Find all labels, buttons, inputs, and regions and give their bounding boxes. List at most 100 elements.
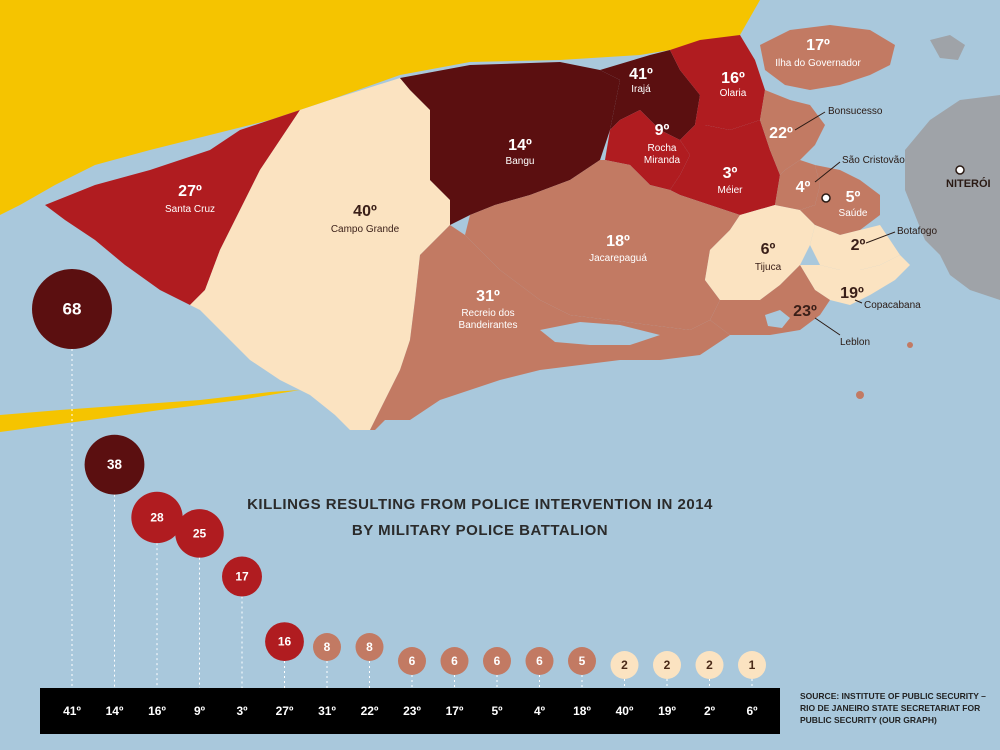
label-22-num: 22º (769, 125, 793, 142)
island-2 (856, 391, 864, 399)
axis-label-5: 27º (275, 704, 294, 718)
callout-copacabana: Copacabana (864, 300, 921, 311)
label-19-num: 19º (840, 285, 864, 302)
bubble-value-10: 6 (494, 654, 501, 668)
axis-label-7: 22º (360, 704, 379, 718)
label-41-num: 41º (629, 66, 653, 83)
bubble-value-9: 6 (451, 654, 458, 668)
bubble-14 (653, 651, 681, 679)
label-16-num: 16º (721, 70, 745, 87)
label-18-name: Jacarepaguá (589, 253, 647, 264)
axis-label-14: 19º (658, 704, 676, 718)
island-1 (820, 297, 826, 303)
region-3 (670, 120, 780, 215)
axis-label-12: 18º (573, 704, 591, 718)
bubble-13 (610, 651, 639, 679)
label-9-name-2: Miranda (644, 155, 681, 166)
bubble-9 (440, 647, 469, 675)
label-40-num: 40º (353, 203, 377, 220)
bubble-5 (265, 622, 304, 662)
region-5 (800, 165, 880, 235)
bubbles: 68 38 28 25 17 16 8 8 6 6 6 6 5 2 2 2 1 (32, 269, 766, 679)
bubble-8 (398, 647, 426, 675)
bubble-15 (695, 651, 724, 679)
axis-label-2: 16º (148, 704, 166, 718)
region-18 (465, 160, 740, 330)
axis-label-3: 9º (193, 704, 206, 718)
small-island (930, 35, 965, 60)
bubble-11 (525, 647, 554, 675)
axis-label-11: 4º (533, 704, 546, 718)
axis-label-0: 41º (63, 704, 81, 718)
bubble-value-5: 16 (278, 635, 292, 649)
label-31-name-2: Bandeirantes (459, 320, 518, 331)
guide-lines (71, 349, 753, 688)
bubble-value-16: 1 (749, 658, 756, 672)
bubble-value-6: 8 (324, 640, 331, 654)
bubble-value-4: 17 (235, 570, 249, 584)
battalion-axis: 41º 14º 16º 9º 3º 27º 31º 22º 23º 17º 5º 4º 18º 40º 19… (40, 688, 780, 734)
bubble-4 (222, 556, 262, 597)
bubble-7 (355, 633, 384, 661)
island-3 (907, 342, 913, 348)
region-16 (670, 35, 765, 130)
callout-sao-cristovao: São Cristovão (842, 155, 905, 166)
axis-label-16: 6º (746, 704, 758, 718)
label-31-name: Recreio dos (461, 308, 514, 319)
lagoon-west (540, 322, 660, 345)
bubble-value-2: 28 (150, 510, 164, 524)
callout-botafogo: Botafogo (897, 226, 937, 237)
bubble-value-12: 5 (579, 654, 586, 668)
label-27-num: 27º (178, 183, 202, 200)
label-6-num: 6º (761, 241, 776, 258)
region-14 (400, 62, 620, 225)
bubble-1 (84, 434, 145, 495)
label-23-num: 23º (793, 303, 817, 320)
axis-label-15: 2º (703, 704, 716, 718)
bubble-0 (32, 269, 112, 349)
label-40-name: Campo Grande (331, 224, 400, 235)
axis-label-4: 3º (236, 704, 248, 718)
label-5-name: Saúde (839, 208, 868, 219)
region-9 (605, 110, 690, 190)
axis-label-9: 17º (445, 704, 464, 718)
label-31-num: 31º (476, 288, 500, 305)
axis-label-8: 23º (403, 704, 421, 718)
callout-leblon: Leblon (840, 337, 870, 348)
region-31 (370, 225, 730, 430)
region-19 (800, 255, 910, 305)
label-5-num: 5º (846, 189, 861, 206)
label-14-num: 14º (508, 137, 532, 154)
bubble-value-11: 6 (536, 654, 543, 668)
axis-label-6: 31º (318, 704, 336, 718)
bubble-2 (131, 491, 183, 544)
bubble-value-1: 38 (107, 457, 122, 472)
axis-label-10: 5º (491, 704, 503, 718)
title-line-1: KILLINGS RESULTING FROM POLICE INTERVENT… (247, 496, 713, 513)
label-2-num: 2º (851, 237, 866, 254)
niteroi-marker (955, 165, 965, 175)
bubble-16 (738, 651, 766, 679)
bubble-value-14: 2 (664, 658, 671, 672)
label-16-name: Olaria (720, 88, 747, 99)
label-18-num: 18º (606, 233, 630, 250)
bubble-3 (175, 509, 224, 558)
label-9-num: 9º (655, 122, 670, 139)
bubble-12 (568, 647, 596, 675)
label-3-name: Méier (717, 185, 743, 196)
label-17-name: Ilha do Governador (775, 58, 861, 69)
axis-label-13: 40º (615, 704, 634, 718)
axis-label-1: 14º (105, 704, 124, 718)
niteroi-label: NITERÓI (946, 177, 991, 190)
source-note: SOURCE: INSTITUTE OF PUBLIC SECURITY – R… (800, 691, 986, 725)
bubble-6 (313, 633, 341, 661)
bubble-value-7: 8 (366, 640, 373, 654)
label-41-name: Irajá (631, 84, 651, 95)
label-17-num: 17º (806, 37, 830, 54)
label-9-name: Rocha (648, 143, 677, 154)
outside-land-north (0, 0, 760, 215)
outside-land-southwest (0, 390, 300, 432)
region-27 (45, 110, 300, 305)
